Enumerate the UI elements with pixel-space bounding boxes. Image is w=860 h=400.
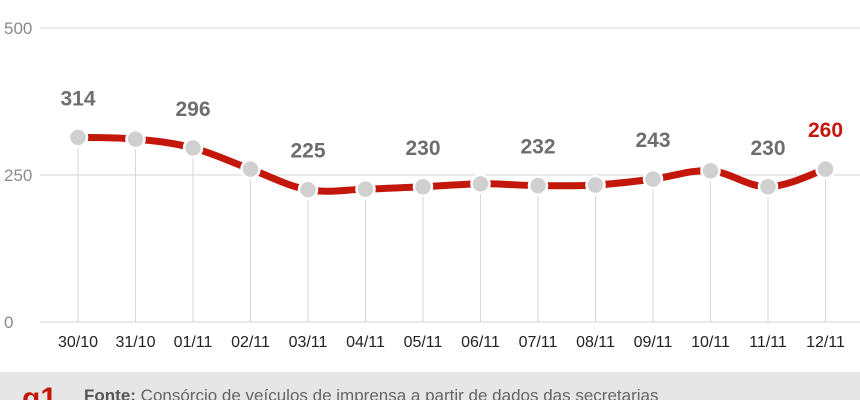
data-point — [757, 176, 779, 198]
x-tick-label: 06/11 — [461, 334, 500, 351]
x-tick-label: 31/10 — [115, 334, 155, 351]
x-tick-label: 09/11 — [634, 334, 673, 351]
x-tick-label: 01/11 — [174, 334, 213, 351]
source-label: Fonte: — [84, 386, 136, 400]
x-tick-label: 08/11 — [576, 334, 615, 351]
x-tick-label: 10/11 — [691, 334, 730, 351]
y-tick-label: 0 — [4, 313, 13, 332]
data-point — [470, 173, 491, 195]
source-note: Fonte: Consórcio de veículos de imprensa… — [84, 386, 659, 400]
data-point — [67, 127, 89, 148]
data-label: 225 — [290, 140, 325, 163]
data-point — [240, 158, 261, 180]
x-tick-label: 04/11 — [346, 334, 385, 351]
data-label: 243 — [635, 129, 670, 152]
data-label: 314 — [60, 87, 95, 110]
x-tick-label: 07/11 — [519, 334, 558, 351]
g1-logo: g1 — [22, 382, 58, 400]
y-tick-label: 500 — [4, 19, 32, 38]
data-label: 296 — [175, 98, 210, 121]
y-tick-label: 250 — [4, 166, 32, 185]
data-point — [412, 176, 434, 198]
data-label: 260 — [808, 119, 843, 142]
data-label: 230 — [405, 137, 440, 160]
data-point — [182, 137, 204, 159]
data-point — [815, 158, 836, 180]
data-point — [642, 168, 664, 190]
x-tick-label: 11/11 — [749, 334, 787, 351]
data-point — [700, 160, 721, 182]
data-point — [585, 174, 606, 196]
data-point — [125, 128, 146, 150]
data-label: 230 — [750, 137, 785, 160]
source-text: Consórcio de veículos de imprensa a part… — [135, 386, 659, 400]
x-tick-label: 02/11 — [231, 334, 270, 351]
data-point — [297, 179, 319, 200]
line-chart: 0 250 500 30/10 31/10 01/11 02/11 03/11 04/11 05… — [4, 19, 860, 351]
x-tick-label: 12/11 — [806, 334, 845, 351]
data-point — [355, 178, 376, 200]
source-footer: g1 Fonte: Consórcio de veículos de impre… — [0, 372, 860, 400]
x-tick-label: 05/11 — [404, 334, 443, 351]
x-tick-label: 30/10 — [58, 334, 98, 351]
x-tick-label: 03/11 — [289, 334, 328, 351]
data-point — [527, 175, 549, 196]
data-label: 232 — [520, 136, 555, 159]
